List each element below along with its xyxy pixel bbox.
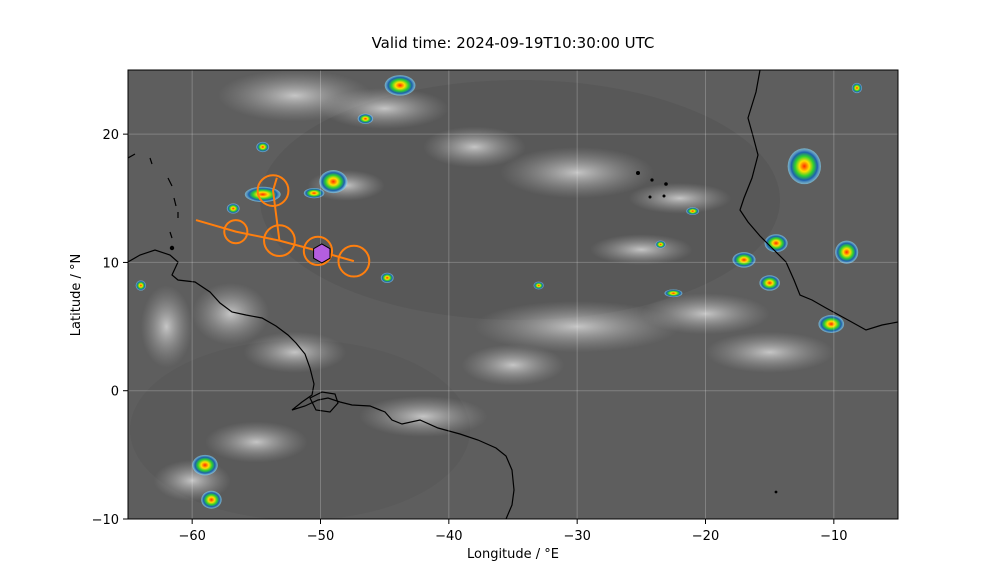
convective-cell bbox=[835, 240, 859, 264]
coastlines bbox=[128, 70, 898, 519]
x-tick-label: −50 bbox=[307, 529, 334, 544]
convective-cell bbox=[256, 141, 270, 153]
convective-cell bbox=[380, 272, 394, 283]
convective-cell bbox=[319, 170, 348, 194]
plot-frame bbox=[127, 69, 899, 520]
convective-cell bbox=[851, 82, 863, 94]
y-axis-label: Latitude / °N bbox=[69, 254, 84, 336]
convective-cell bbox=[201, 490, 222, 509]
uncertainty-circle bbox=[337, 244, 371, 278]
cloud-patch bbox=[590, 234, 693, 265]
y-axis-ticks: −10 0 10 20 bbox=[92, 128, 128, 528]
convective-cell bbox=[787, 148, 821, 185]
uncertainty-circle bbox=[256, 174, 290, 207]
cloud-patch bbox=[461, 344, 565, 386]
cloud-patch bbox=[320, 87, 449, 130]
track-branch-line bbox=[271, 177, 281, 241]
cloud-patch bbox=[423, 126, 526, 168]
convective-cell bbox=[192, 454, 218, 476]
grid-lines bbox=[128, 70, 898, 519]
convective-cell bbox=[135, 280, 146, 291]
convective-cell bbox=[764, 234, 788, 253]
uncertainty-circle bbox=[223, 219, 249, 245]
uncertainty-circle bbox=[302, 235, 334, 266]
current-position-hexagon-marker bbox=[313, 243, 331, 264]
cloud-patch bbox=[192, 282, 270, 345]
storm-track-overlay bbox=[195, 174, 371, 278]
x-axis-ticks: −60 −50 −40 −30 −20 −10 bbox=[178, 519, 848, 544]
lesser-antilles bbox=[128, 153, 179, 239]
uncertainty-circle bbox=[263, 224, 296, 258]
cloud-patch bbox=[705, 331, 834, 373]
x-axis-label: Longitude / °E bbox=[467, 547, 559, 562]
convective-cell bbox=[759, 275, 780, 291]
marajo-island bbox=[309, 391, 339, 413]
cloud-fields bbox=[140, 70, 834, 502]
cloud-patch bbox=[628, 182, 732, 214]
cloud-patch bbox=[359, 395, 488, 437]
convective-cell bbox=[533, 281, 544, 290]
convective-cell bbox=[384, 75, 416, 96]
convective-cell bbox=[818, 315, 845, 333]
convective-cell bbox=[655, 240, 666, 249]
islands bbox=[169, 171, 778, 494]
west-africa-coast bbox=[739, 70, 898, 331]
cloud-patch bbox=[140, 285, 193, 368]
y-tick-label: −10 bbox=[92, 513, 119, 528]
cloud-patch bbox=[500, 146, 655, 199]
cloud-patch bbox=[243, 331, 347, 373]
convective-cell bbox=[732, 252, 756, 268]
south-america-coast bbox=[128, 249, 515, 519]
x-tick-label: −60 bbox=[178, 529, 205, 544]
convective-cell bbox=[686, 207, 700, 215]
convective-cell bbox=[244, 186, 281, 203]
y-tick-label: 10 bbox=[102, 256, 119, 271]
convective-cell bbox=[357, 113, 374, 124]
y-tick-label: 0 bbox=[111, 385, 119, 400]
convective-cells bbox=[135, 75, 863, 509]
cloud-patch bbox=[641, 293, 770, 335]
x-tick-label: −20 bbox=[692, 529, 719, 544]
convective-cell bbox=[303, 188, 325, 199]
x-tick-label: −40 bbox=[435, 529, 462, 544]
convective-cell bbox=[664, 289, 683, 298]
cloud-patch bbox=[474, 300, 680, 353]
imagery-layer bbox=[128, 70, 898, 519]
x-tick-label: −30 bbox=[563, 529, 590, 544]
y-tick-label: 20 bbox=[102, 128, 119, 143]
cloud-patch bbox=[205, 421, 308, 463]
x-tick-label: −10 bbox=[820, 529, 847, 544]
map-title: Valid time: 2024-09-19T10:30:00 UTC bbox=[371, 34, 655, 52]
convective-cell bbox=[226, 203, 240, 214]
